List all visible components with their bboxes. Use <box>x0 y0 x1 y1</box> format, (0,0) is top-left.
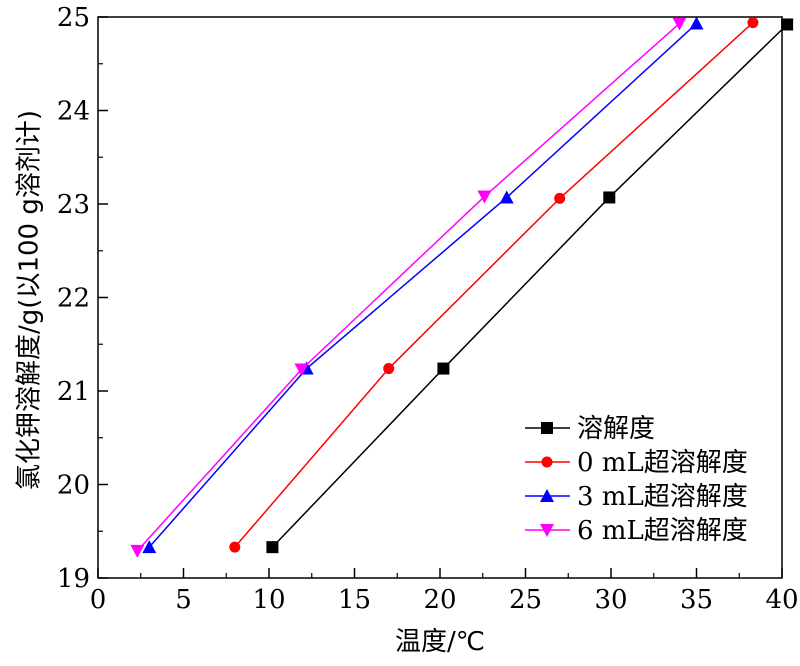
ticks: 0 5 10 15 20 25 30 35 40 19 20 21 22 23 24 25 <box>57 3 799 615</box>
series-3 <box>130 17 687 558</box>
y-tick-label: 21 <box>57 377 90 407</box>
data-point <box>781 18 794 31</box>
data-point <box>499 190 514 204</box>
data-point <box>672 17 687 31</box>
series-0 <box>266 18 794 554</box>
legend-marker <box>540 524 554 537</box>
legend-marker <box>541 456 553 468</box>
x-tick-label: 25 <box>509 585 542 615</box>
x-tick-label: 0 <box>90 585 107 615</box>
data-point <box>437 362 450 375</box>
data-point <box>383 363 395 375</box>
x-tick-label: 30 <box>594 585 627 615</box>
data-point <box>689 16 704 30</box>
data-point <box>142 540 157 554</box>
legend-marker <box>541 422 553 434</box>
data-point <box>477 190 492 204</box>
data-point <box>130 544 145 558</box>
data-point <box>747 17 759 29</box>
x-tick-label: 35 <box>680 585 713 615</box>
data-point <box>554 192 566 204</box>
legend-label: 溶解度 <box>577 414 655 444</box>
y-tick-label: 22 <box>57 284 90 314</box>
data-point <box>229 541 241 553</box>
y-tick-label: 25 <box>57 3 90 33</box>
series-line <box>271 23 788 548</box>
x-tick-label: 40 <box>765 585 798 615</box>
legend-label: 0 mL超溶解度 <box>577 448 748 478</box>
data-point <box>294 363 309 377</box>
legend-label: 3 mL超溶解度 <box>577 482 748 512</box>
legend-marker <box>540 489 554 502</box>
x-tick-label: 20 <box>423 585 456 615</box>
x-axis-title: 温度/℃ <box>395 627 485 657</box>
data-point <box>266 541 279 554</box>
series-layer <box>130 16 794 558</box>
series-line <box>234 22 754 548</box>
y-tick-label: 20 <box>57 471 90 501</box>
legend-label: 6 mL超溶解度 <box>577 516 748 546</box>
x-tick-label: 10 <box>252 585 285 615</box>
series-line <box>136 22 680 552</box>
y-tick-label: 23 <box>57 190 90 220</box>
legend-item: 3 mL超溶解度 <box>525 482 748 512</box>
x-tick-label: 5 <box>175 585 192 615</box>
legend: 溶解度 0 mL超溶解度 3 mL超溶解度 6 mL超溶解度 <box>525 414 748 546</box>
series-line <box>148 22 698 548</box>
series-1 <box>229 17 759 553</box>
y-axis-title: 氯化钾溶解度/g(以100 g溶剂计) <box>15 110 45 490</box>
legend-item: 溶解度 <box>525 414 655 444</box>
data-point <box>603 191 616 204</box>
y-tick-label: 19 <box>57 564 90 594</box>
y-tick-label: 24 <box>57 97 90 127</box>
legend-item: 0 mL超溶解度 <box>525 448 748 478</box>
x-tick-label: 15 <box>338 585 371 615</box>
legend-item: 6 mL超溶解度 <box>525 516 748 546</box>
